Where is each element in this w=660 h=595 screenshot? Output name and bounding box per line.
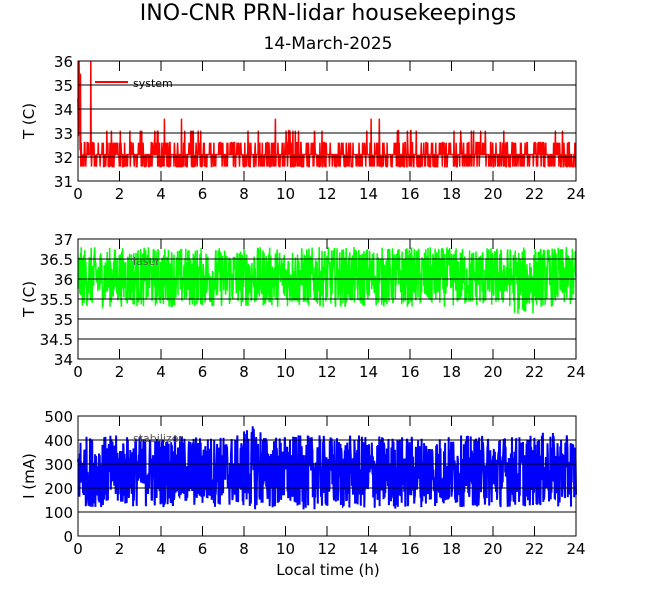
chart-subtitle: 14-March-2025: [264, 34, 393, 54]
y-tick-label: 400: [44, 432, 73, 450]
y-tick-label: 36.5: [40, 251, 73, 269]
x-tick-label: 12: [317, 185, 336, 203]
x-tick-label: 16: [400, 185, 419, 203]
x-tick-label: 4: [156, 363, 166, 381]
x-tick-label: 6: [198, 540, 208, 558]
y-tick-label: 32: [54, 149, 73, 167]
x-tick-label: 2: [115, 185, 125, 203]
y-tick-label: 34: [54, 351, 73, 369]
x-tick-label: 2: [115, 363, 125, 381]
x-tick-label: 22: [525, 540, 544, 558]
y-tick-label: 0: [63, 528, 73, 546]
y-tick-label: 34: [54, 101, 73, 119]
x-tick-label: 22: [525, 185, 544, 203]
x-tick-label: 6: [198, 185, 208, 203]
plot-frame: [77, 60, 577, 182]
y-axis-label: T (C): [20, 281, 38, 318]
x-tick-label: 8: [239, 540, 249, 558]
x-tick-label: 12: [317, 540, 336, 558]
chart-title: INO-CNR PRN-lidar housekeepings: [140, 1, 516, 26]
y-tick-label: 36: [54, 271, 73, 289]
x-tick-label: 24: [566, 185, 585, 203]
y-tick-label: 200: [44, 480, 73, 498]
legend-label: laser: [133, 255, 160, 268]
y-tick-label: 36: [54, 53, 73, 71]
x-tick-label: 10: [276, 185, 295, 203]
x-tick-label: 0: [73, 185, 83, 203]
y-tick-label: 34.5: [40, 331, 73, 349]
y-tick-label: 33: [54, 125, 73, 143]
x-tick-label: 12: [317, 363, 336, 381]
y-tick-label: 35: [54, 77, 73, 95]
x-tick-label: 22: [525, 363, 544, 381]
x-tick-label: 18: [442, 363, 461, 381]
x-tick-label: 8: [239, 185, 249, 203]
y-tick-label: 100: [44, 504, 73, 522]
x-tick-label: 20: [483, 363, 502, 381]
x-tick-label: 0: [73, 540, 83, 558]
x-tick-label: 6: [198, 363, 208, 381]
x-tick-label: 24: [566, 363, 585, 381]
y-axis-label: I (mA): [20, 453, 38, 499]
y-axis-label: T (C): [20, 103, 38, 140]
x-tick-label: 14: [359, 540, 378, 558]
x-tick-label: 4: [156, 185, 166, 203]
series-line-stabilizer: [77, 426, 577, 510]
x-axis-label: Local time (h): [276, 561, 380, 579]
y-tick-label: 37: [54, 231, 73, 249]
y-tick-label: 300: [44, 456, 73, 474]
legend-label: stabilizer: [133, 432, 183, 445]
x-tick-label: 20: [483, 185, 502, 203]
x-tick-label: 10: [276, 363, 295, 381]
y-tick-label: 35: [54, 311, 73, 329]
x-tick-label: 14: [359, 363, 378, 381]
series-line-laser: [77, 246, 577, 314]
x-tick-label: 0: [73, 363, 83, 381]
y-tick-label: 31: [54, 173, 73, 191]
x-tick-label: 10: [276, 540, 295, 558]
legend-label: system: [133, 77, 173, 90]
series-line-system: [77, 60, 577, 168]
x-tick-label: 16: [400, 363, 419, 381]
y-tick-label: 35.5: [40, 291, 73, 309]
x-tick-label: 8: [239, 363, 249, 381]
x-tick-label: 4: [156, 540, 166, 558]
x-tick-label: 24: [566, 540, 585, 558]
x-tick-label: 18: [442, 540, 461, 558]
x-tick-label: 14: [359, 185, 378, 203]
x-tick-label: 18: [442, 185, 461, 203]
x-tick-label: 20: [483, 540, 502, 558]
plot-frame: [77, 238, 577, 360]
y-tick-label: 500: [44, 408, 73, 426]
x-tick-label: 2: [115, 540, 125, 558]
plot-frame: [77, 415, 577, 537]
x-tick-label: 16: [400, 540, 419, 558]
